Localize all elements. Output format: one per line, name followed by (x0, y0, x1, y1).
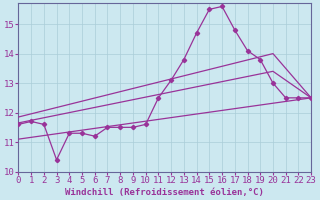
X-axis label: Windchill (Refroidissement éolien,°C): Windchill (Refroidissement éolien,°C) (65, 188, 264, 197)
